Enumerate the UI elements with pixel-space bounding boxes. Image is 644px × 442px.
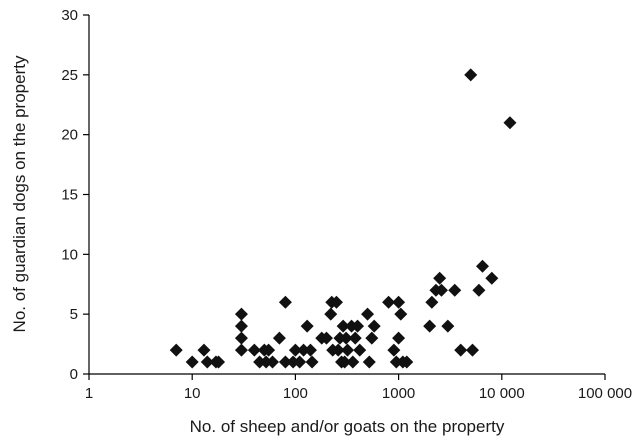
data-point	[293, 355, 307, 369]
data-point	[485, 271, 499, 285]
data-point	[247, 343, 261, 357]
data-point	[503, 116, 517, 130]
data-point	[448, 283, 462, 297]
data-point	[464, 68, 478, 82]
data-point	[303, 343, 317, 357]
x-tick-label: 1000	[382, 385, 415, 402]
x-tick-label: 1	[85, 385, 93, 402]
data-point	[392, 331, 406, 345]
data-point	[266, 355, 280, 369]
data-point	[234, 307, 248, 321]
y-ticks: 0 5 10 15 20 25 30	[61, 7, 89, 383]
data-point	[339, 331, 353, 345]
data-point	[441, 319, 455, 333]
data-point	[278, 355, 292, 369]
data-point	[400, 355, 414, 369]
data-point	[197, 343, 211, 357]
x-axis-title: No. of sheep and/or goats on the propert…	[190, 417, 505, 436]
data-point	[346, 355, 360, 369]
data-point	[212, 355, 226, 369]
data-point	[185, 355, 199, 369]
data-point	[331, 343, 345, 357]
data-point	[319, 331, 333, 345]
data-point	[389, 355, 403, 369]
data-point	[338, 355, 352, 369]
data-point	[465, 343, 479, 357]
data-point	[392, 295, 406, 309]
data-point	[169, 343, 183, 357]
data-point	[394, 307, 408, 321]
data-point	[341, 343, 355, 357]
data-point	[423, 319, 437, 333]
data-point	[324, 307, 338, 321]
y-tick-label: 20	[61, 127, 78, 144]
data-point	[425, 295, 439, 309]
data-point	[234, 319, 248, 333]
y-tick-label: 5	[70, 306, 78, 323]
data-point	[348, 331, 362, 345]
data-point	[434, 283, 448, 297]
data-point	[297, 343, 311, 357]
data-point	[433, 271, 447, 285]
data-point	[200, 355, 214, 369]
y-axis-title: No. of guardian dogs on the property	[10, 55, 29, 332]
data-point	[362, 355, 376, 369]
data-point	[234, 343, 248, 357]
y-tick-label: 30	[61, 7, 78, 24]
x-tick-label: 100	[283, 385, 308, 402]
data-point	[286, 355, 300, 369]
data-point	[351, 319, 365, 333]
data-point	[475, 259, 489, 273]
data-point	[336, 319, 350, 333]
data-points	[169, 68, 517, 369]
data-point	[472, 283, 486, 297]
data-point	[367, 319, 381, 333]
data-point	[272, 331, 286, 345]
data-point	[262, 343, 276, 357]
data-point	[305, 355, 319, 369]
data-point	[454, 343, 468, 357]
data-point	[234, 331, 248, 345]
data-point	[329, 295, 343, 309]
data-point	[387, 343, 401, 357]
y-tick-label: 15	[61, 187, 78, 204]
data-point	[353, 343, 367, 357]
x-ticks: 1 10 100 1000 10 000 100 000	[85, 374, 632, 402]
y-tick-label: 0	[70, 366, 78, 383]
axes	[88, 15, 605, 375]
data-point	[278, 295, 292, 309]
data-point	[365, 331, 379, 345]
x-tick-label: 10	[184, 385, 201, 402]
data-point	[300, 319, 314, 333]
y-tick-label: 25	[61, 67, 78, 84]
y-tick-label: 10	[61, 246, 78, 263]
data-point	[288, 343, 302, 357]
x-tick-label: 100 000	[578, 385, 632, 402]
data-point	[382, 295, 396, 309]
x-tick-label: 10 000	[479, 385, 525, 402]
data-point	[361, 307, 375, 321]
